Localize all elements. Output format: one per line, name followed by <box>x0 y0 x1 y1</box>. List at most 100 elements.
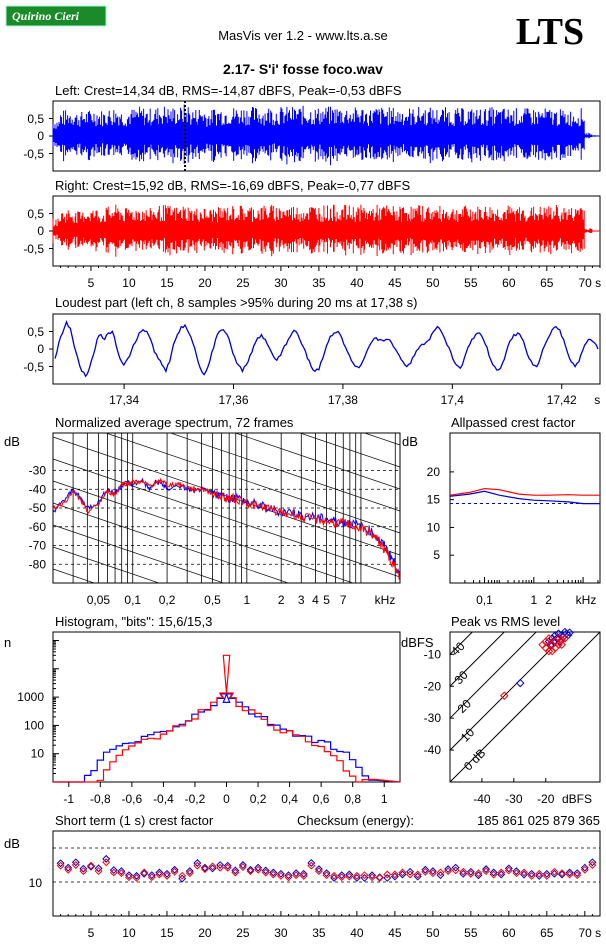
histogram-xtick-label: -0,6 <box>122 792 143 806</box>
short-term-point-left <box>262 867 269 874</box>
waveform-segment <box>547 206 554 254</box>
right-xtick-label: 65 <box>540 276 554 290</box>
waveform-segment <box>205 209 212 249</box>
right-xtick-label: 60 <box>502 276 516 290</box>
waveform-segment <box>418 107 425 158</box>
short-term-point-right <box>528 873 535 880</box>
peak-rms-ytick-label: -20 <box>424 679 442 693</box>
right-xtick-label: 35 <box>312 276 326 290</box>
waveform-segment <box>182 207 189 253</box>
loudest-part-xticks: 17,34 17,36 17,38 17,4 17,42 s <box>109 384 600 407</box>
histogram-ytick-label: 10 <box>31 747 45 761</box>
peak-rms-xtick-label: -20 <box>537 792 555 806</box>
waveform-segment <box>319 206 326 253</box>
waveform-segment <box>501 109 508 161</box>
allpassed-xtick-label: 1 <box>530 593 537 607</box>
crest-diagonal <box>450 536 600 686</box>
loudest-part-line <box>55 322 598 376</box>
waveform-segment <box>524 108 531 159</box>
waveform-segment <box>410 110 417 158</box>
waveform-segment <box>516 108 523 158</box>
waveform-segment <box>53 122 60 147</box>
crest-diagonal-label: 40 <box>448 639 468 659</box>
waveform-segment <box>220 208 227 253</box>
waveform-segment <box>144 208 151 249</box>
short-term-point-left <box>186 868 193 875</box>
short-term-xtick-label: 10 <box>122 926 136 940</box>
right-waveform-xticks: 5 10 15 20 25 30 35 40 45 50 55 60 65 70 s <box>61 266 602 290</box>
short-term-point-right <box>278 873 285 880</box>
waveform-segment <box>425 108 432 163</box>
waveform-segment <box>577 108 584 159</box>
spectrum-ylabel: dB <box>4 434 20 449</box>
short-term-point-right <box>65 867 72 874</box>
short-term-point-left <box>536 873 543 880</box>
waveform-segment <box>220 112 227 157</box>
waveform-segment <box>554 109 561 160</box>
short-term-xtick-label: 55 <box>464 926 478 940</box>
spectrum-slope-line <box>53 349 400 467</box>
waveform-segment <box>197 110 204 159</box>
allpassed-xtick-label: 2 <box>545 593 552 607</box>
spectrum-ytick-label: -70 <box>29 539 47 553</box>
peak-rms-ytick-label: -30 <box>424 711 442 725</box>
histogram-frame <box>53 632 400 782</box>
short-term-point-left <box>528 871 535 878</box>
spectrum-xtick-label: 0,5 <box>204 593 221 607</box>
right-xtick-label: 15 <box>160 276 174 290</box>
loud-xtick-label: 17,4 <box>441 393 465 407</box>
right-xtick-label: 25 <box>236 276 250 290</box>
short-term-point-right <box>255 867 262 874</box>
waveform-segment <box>494 210 501 249</box>
waveform-segment <box>372 205 379 256</box>
waveform-segment <box>486 107 493 160</box>
loud-xtick-label: 17,42 <box>547 393 577 407</box>
crest-diagonal-label: 10 <box>458 725 478 745</box>
spectrum-xtick-label: 1 <box>243 593 250 607</box>
short-term-point-left <box>80 865 87 872</box>
waveform-segment <box>296 208 303 253</box>
short-term-point-left <box>111 867 118 874</box>
waveform-segment <box>463 110 470 158</box>
waveform-segment <box>463 206 470 253</box>
histogram-xtick-label: 0,2 <box>250 792 267 806</box>
waveform-segment <box>357 110 364 160</box>
loud-xtick-label: s <box>594 393 600 407</box>
waveform-segment <box>539 207 546 253</box>
waveform-segment <box>76 211 83 248</box>
waveform-segment <box>562 111 569 158</box>
waveform-segment <box>456 108 463 160</box>
short-term-point-left <box>255 864 262 871</box>
right-waveform-title: Right: Crest=15,92 dB, RMS=-16,69 dBFS, … <box>55 178 410 193</box>
loud-ytick-0: 0,5 <box>27 325 44 339</box>
waveform-segment <box>258 206 265 254</box>
spectrum-slope-line <box>53 613 400 731</box>
short-term-point-right <box>513 870 520 877</box>
waveform-segment <box>129 110 136 160</box>
short-term-point-left <box>582 864 589 871</box>
waveform-segment <box>395 112 402 156</box>
short-term-point-left <box>57 860 64 867</box>
waveform-segment <box>68 210 75 249</box>
waveform-segment <box>433 206 440 253</box>
right-waveform-panel: 5 10 15 20 25 30 35 40 45 50 55 60 65 70 s 0,5 0 -0,5 <box>23 196 601 290</box>
spectrum-grid <box>53 261 400 797</box>
waveform-segment <box>235 111 242 160</box>
waveform-segment <box>342 111 349 156</box>
waveform-segment <box>228 108 235 160</box>
masvis-report: Quirino Cieri MasVis ver 1.2 - www.lts.a… <box>0 0 606 946</box>
short-term-panel: 10 5 10 15 20 25 30 35 40 45 50 55 60 65 70 s <box>29 831 602 940</box>
waveform-segment <box>327 205 334 254</box>
histogram-xtick-label: -0,2 <box>185 792 206 806</box>
histogram-panel: 100010010 -1 -0,8 -0,6 -0,4 -0,2 0 0,2 0,4 0,6 0,… <box>17 632 400 806</box>
peak-rms-crest-lines: 403020100 dB <box>448 504 600 782</box>
waveform-segment <box>175 108 182 161</box>
waveform-segment <box>213 207 220 249</box>
short-term-point-right <box>536 871 543 878</box>
waveform-segment <box>342 205 349 256</box>
waveform-segment <box>387 107 394 162</box>
loudest-part-frame <box>53 314 600 384</box>
histogram-xtick-label: 0,8 <box>344 792 361 806</box>
short-term-point-right <box>544 873 551 880</box>
right-xtick-label: 70 s <box>578 276 601 290</box>
